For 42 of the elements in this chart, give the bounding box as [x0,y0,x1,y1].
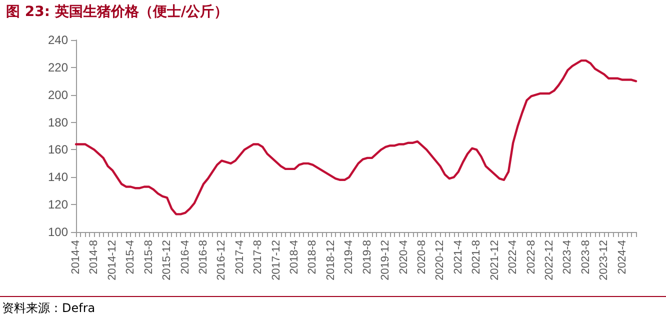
line-series [74,59,638,216]
x-tick-label: 2021-12 [488,240,501,280]
chart-title: 图 23: 英国生猪价格（便士/公斤） [6,3,228,21]
x-tick-label: 2019-4 [343,240,356,274]
x-tick-label: 2017-12 [270,240,282,280]
x-tick-label: 2017-8 [252,240,264,274]
x-tick-label: 2014-12 [106,240,118,280]
x-tick-label: 2018-8 [306,240,319,274]
x-tick-label: 2017-4 [234,240,246,274]
y-tick-label: 200 [48,88,68,102]
x-tick-label: 2021-4 [452,240,464,274]
x-tick-label: 2023-12 [598,240,610,280]
x-tick-label: 2014-4 [70,240,82,274]
x-tick-label: 2020-12 [434,240,446,280]
x-tick-label: 2015-12 [161,240,174,280]
text: 资料来源：Defra [2,300,96,317]
x-tick-label: 2014-8 [88,240,100,274]
x-tick-label: 2018-12 [324,240,337,280]
x-tick-label: 2015-8 [142,240,155,274]
x-tick-label: 2018-4 [288,240,301,274]
y-tick-label: 140 [48,170,68,184]
x-tick-label: 2020-4 [398,240,410,274]
x-tick-label: 2019-12 [380,240,392,280]
x-tick-label: 2023-4 [562,240,574,274]
x-tick-label: 2022-8 [525,240,538,274]
x-tick-label: 2023-8 [580,240,592,274]
x-tick-label: 2022-12 [543,240,556,280]
x-tick-label: 2022-4 [507,240,520,274]
x-tick-label: 2020-8 [416,240,428,274]
y-tick-label: 240 [48,33,68,47]
x-tick-label: 2019-8 [361,240,374,274]
y-tick-label: 220 [48,60,68,74]
x-tick-label: 2016-4 [179,240,192,274]
y-tick-label: 180 [48,115,68,130]
x-tick-label: 2021-8 [470,240,483,274]
x-tick-label: 2016-12 [216,240,228,280]
y-tick-label: 120 [48,198,68,212]
y-tick-label: 160 [48,142,68,157]
y-tick-label: 100 [48,225,68,239]
x-tick-label: 2024-4 [616,240,628,274]
x-tick-label: 2016-8 [197,240,210,274]
x-tick-label: 2015-4 [124,240,137,274]
